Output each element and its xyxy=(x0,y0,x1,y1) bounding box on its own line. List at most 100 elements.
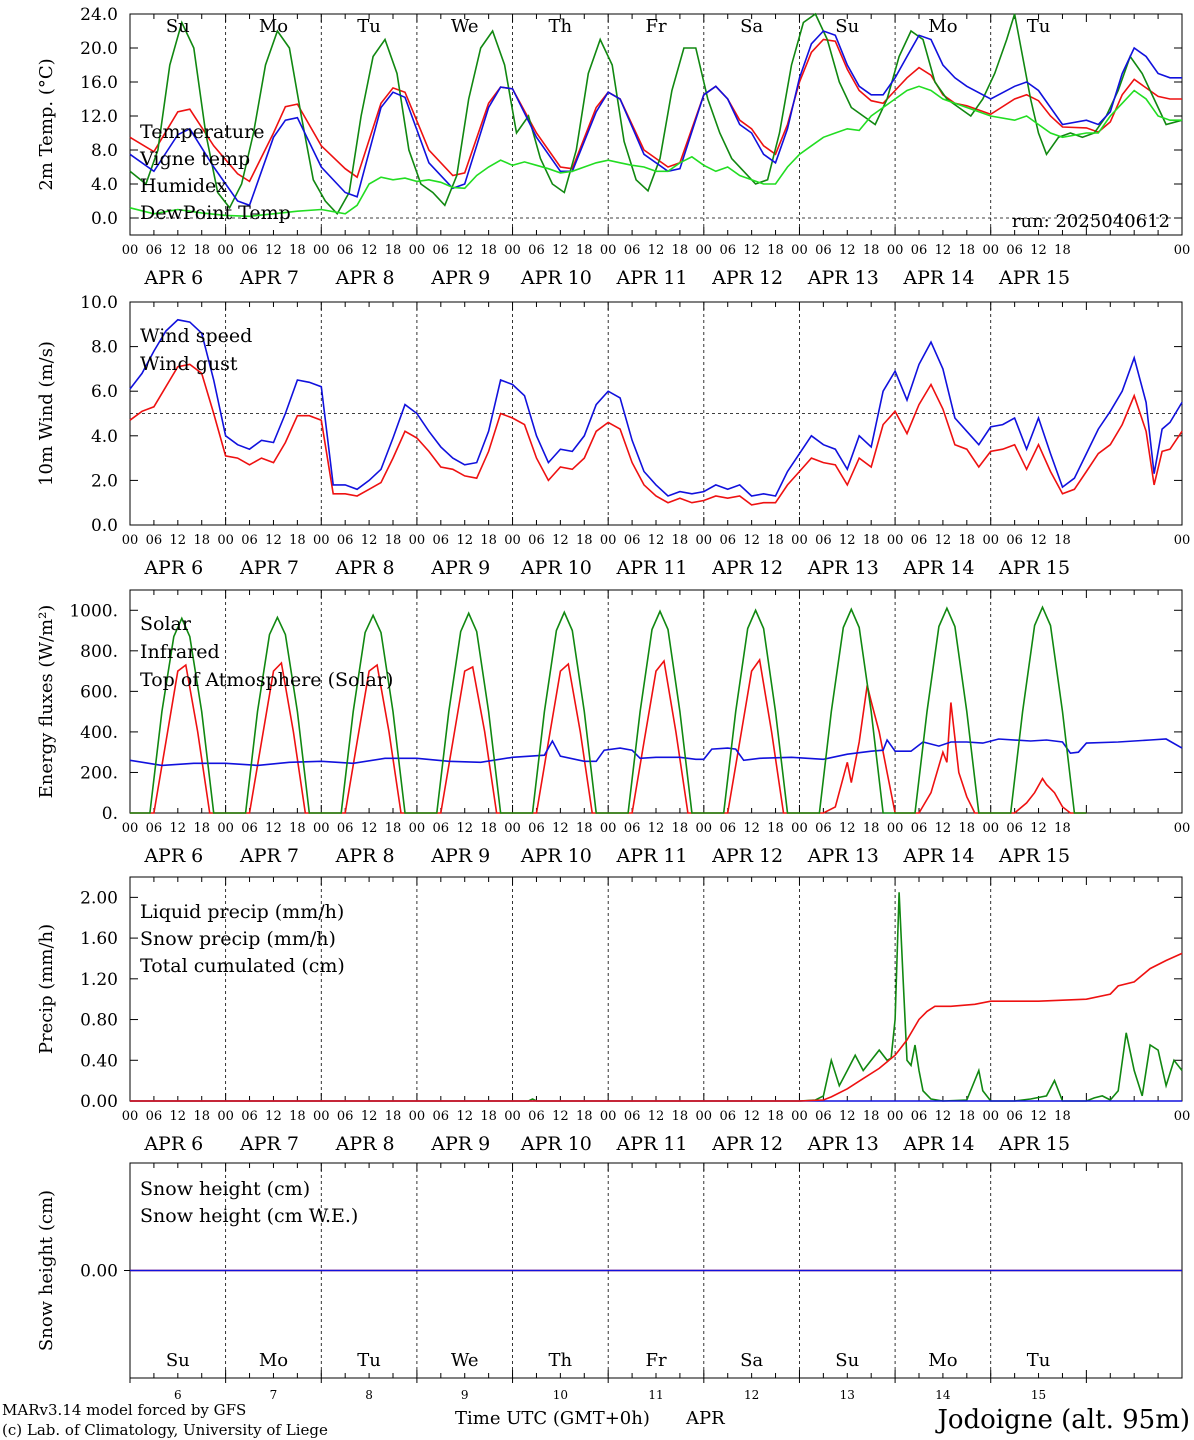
day-number-label: 12 xyxy=(744,1388,759,1402)
weekday-label: Tu xyxy=(357,1350,381,1371)
hour-tick-label: 12 xyxy=(743,821,760,836)
legend-entry: Vigne temp xyxy=(139,148,250,170)
day-number-label: 6 xyxy=(174,1388,182,1402)
date-label: APR 9 xyxy=(430,845,490,867)
hour-tick-label: 00 xyxy=(122,533,139,548)
hour-tick-label: 12 xyxy=(552,533,569,548)
hour-tick-label: 06 xyxy=(1006,243,1023,258)
hour-tick-label: 12 xyxy=(170,243,187,258)
legend-entry: Wind speed xyxy=(140,325,252,347)
hour-tick-label: 12 xyxy=(743,1109,760,1124)
hour-tick-label: 06 xyxy=(337,243,354,258)
date-label: APR 12 xyxy=(711,267,783,289)
day-number-label: 9 xyxy=(461,1388,469,1402)
hour-tick-label: 12 xyxy=(265,1109,282,1124)
series-line xyxy=(129,738,1183,767)
hour-tick-label: 06 xyxy=(241,1109,258,1124)
hour-tick-label: 00 xyxy=(887,821,904,836)
hour-tick-label: 12 xyxy=(265,533,282,548)
series-line xyxy=(129,318,1183,497)
hour-tick-label: 12 xyxy=(648,243,665,258)
hour-tick-label: 00 xyxy=(887,243,904,258)
hour-tick-label: 00 xyxy=(982,243,999,258)
hour-tick-label: 06 xyxy=(815,1109,832,1124)
y-tick-label: 600. xyxy=(80,682,118,702)
hour-tick-label: 12 xyxy=(935,821,952,836)
y-tick-label: 200. xyxy=(80,763,118,783)
hour-tick-label: 00 xyxy=(600,1109,617,1124)
legend-entry: Snow precip (mm/h) xyxy=(140,928,336,950)
y-tick-label: 2.0 xyxy=(91,471,118,491)
hour-tick-label: 06 xyxy=(241,821,258,836)
date-label: APR 15 xyxy=(998,1133,1070,1155)
y-tick-label: 0.0 xyxy=(91,516,118,536)
date-label: APR 6 xyxy=(143,557,203,579)
hour-tick-label: 06 xyxy=(433,1109,450,1124)
hour-tick-label: 12 xyxy=(743,533,760,548)
y-tick-label: 10.0 xyxy=(80,293,118,313)
weekday-label: Tu xyxy=(1027,16,1051,37)
hour-tick-label: 00 xyxy=(791,821,808,836)
hour-tick-label: 18 xyxy=(1054,533,1071,548)
weekday-label: Sa xyxy=(740,1350,763,1371)
hour-tick-label: 18 xyxy=(289,243,306,258)
date-label: APR 10 xyxy=(520,1133,592,1155)
hour-tick-label: 12 xyxy=(456,533,473,548)
legend-entry: DewPoint Temp xyxy=(140,202,291,224)
hour-tick-label: 12 xyxy=(456,243,473,258)
date-label: APR 11 xyxy=(615,1133,687,1155)
y-tick-label: 1000. xyxy=(69,601,118,621)
hour-tick-label: 18 xyxy=(193,533,210,548)
station-name: Jodoigne (alt. 95m) xyxy=(934,1405,1190,1435)
series-line xyxy=(130,657,1087,814)
weekday-label: Su xyxy=(166,1350,190,1371)
weekday-label: Tu xyxy=(357,16,381,37)
hour-tick-label: 12 xyxy=(456,1109,473,1124)
hour-tick-label: 12 xyxy=(1030,821,1047,836)
hour-tick-label: 12 xyxy=(552,243,569,258)
hour-tick-label: 06 xyxy=(719,533,736,548)
date-label: APR 14 xyxy=(902,267,974,289)
hour-tick-label: 06 xyxy=(815,243,832,258)
hour-tick-label: 18 xyxy=(672,243,689,258)
date-label: APR 10 xyxy=(520,267,592,289)
day-number-label: 7 xyxy=(270,1388,278,1402)
hour-tick-label: 00 xyxy=(217,821,234,836)
y-tick-label: 16.0 xyxy=(80,73,118,93)
panel-5: 0.00 Snow height (cm) Snow height (cm) Snow… xyxy=(36,1162,1183,1402)
hour-tick-label: 18 xyxy=(672,533,689,548)
hour-tick-label: 00 xyxy=(791,243,808,258)
day-number-label: 11 xyxy=(648,1388,663,1402)
hour-tick-label: 12 xyxy=(1030,243,1047,258)
hour-tick-label: 18 xyxy=(1054,243,1071,258)
hour-tick-label: 06 xyxy=(815,821,832,836)
date-label: APR 7 xyxy=(239,1133,299,1155)
legend-entry: Wind gust xyxy=(140,353,238,375)
hour-tick-label: 00 xyxy=(504,1109,521,1124)
hour-tick-label: 12 xyxy=(935,243,952,258)
y-axis-label: Energy fluxes (W/m²) xyxy=(36,605,57,799)
hour-tick-label: 00 xyxy=(217,243,234,258)
weekday-label: Fr xyxy=(645,1350,666,1371)
date-label: APR 13 xyxy=(807,1133,879,1155)
panel-3: 0. 200. 400. 600. 800. 1000. Energy fluxes (W/… xyxy=(36,589,1190,867)
date-label: APR 7 xyxy=(239,557,299,579)
hour-tick-label: 06 xyxy=(624,533,641,548)
legend-entry: Snow height (cm W.E.) xyxy=(140,1205,358,1227)
hour-tick-label: 12 xyxy=(839,821,856,836)
hour-tick-label: 06 xyxy=(1006,821,1023,836)
hour-tick-label: 18 xyxy=(863,243,880,258)
series-line xyxy=(129,363,1183,506)
hour-tick-label: 00 xyxy=(217,533,234,548)
hour-tick-label: 18 xyxy=(863,821,880,836)
hour-tick-label: 12 xyxy=(648,1109,665,1124)
hour-tick-label: 12 xyxy=(170,533,187,548)
hour-tick-label: 18 xyxy=(863,1109,880,1124)
hour-tick-label: 00 xyxy=(122,243,139,258)
hour-tick-label: 00 xyxy=(313,821,330,836)
hour-tick-label: 18 xyxy=(480,243,497,258)
hour-tick-label: 18 xyxy=(672,1109,689,1124)
hour-tick-label: 06 xyxy=(911,533,928,548)
hour-tick-label: 00 xyxy=(409,1109,426,1124)
hour-tick-label: 00 xyxy=(982,821,999,836)
